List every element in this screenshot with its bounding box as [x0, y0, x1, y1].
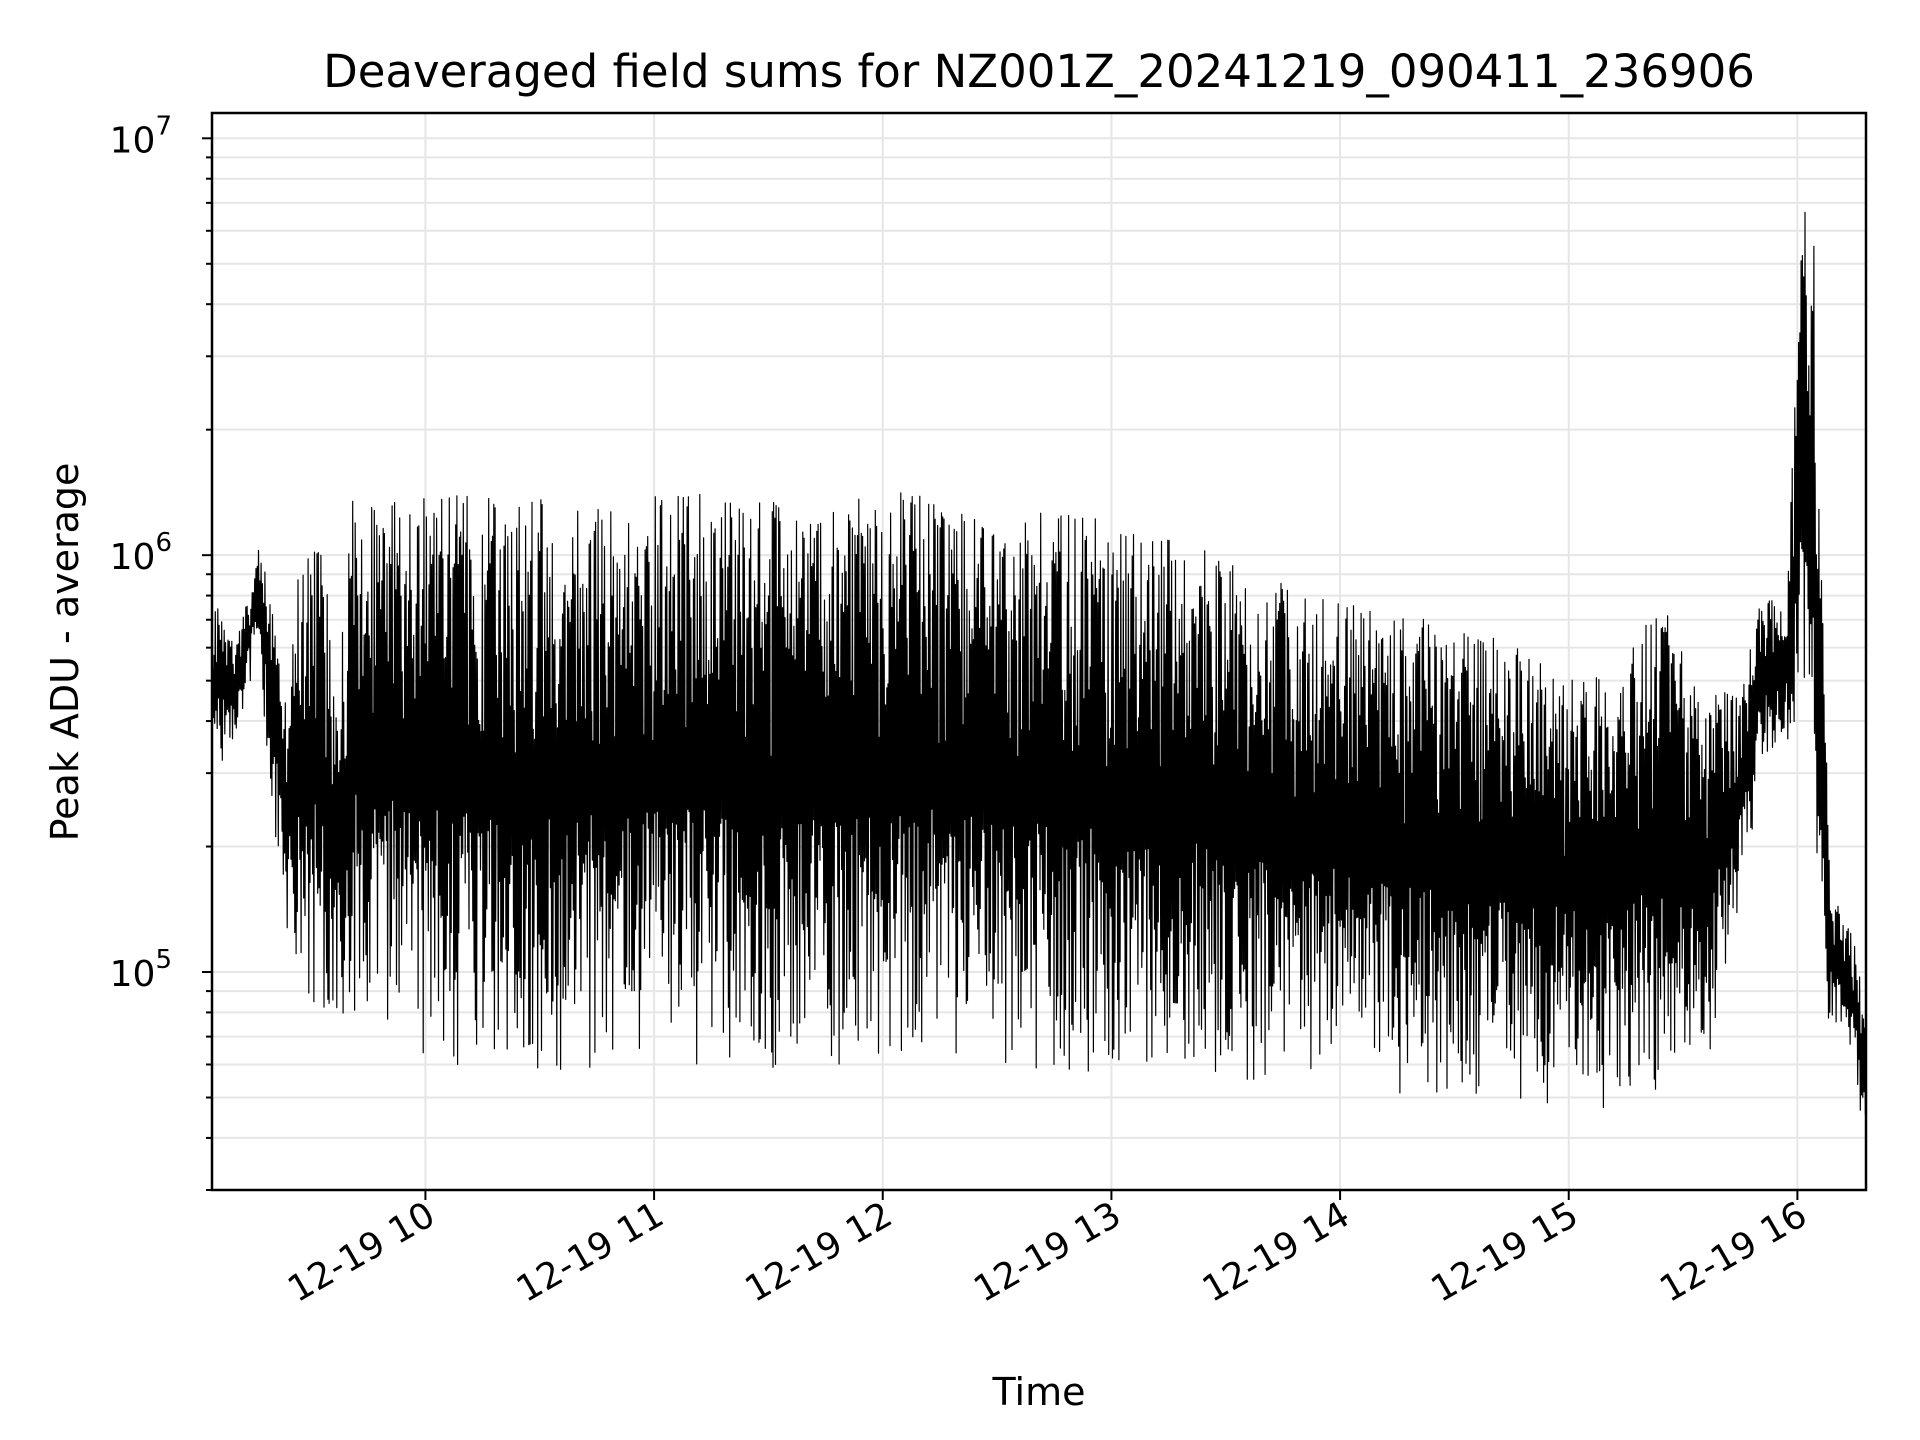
y-tick-label: 105 [110, 945, 172, 995]
y-axis-label: Peak ADU - average [43, 463, 87, 842]
plot-frame [210, 111, 1868, 1192]
y-tick-label: 107 [110, 111, 172, 161]
series-line [212, 211, 1866, 1116]
series-group [212, 211, 1866, 1116]
x-axis-label: Time [992, 1370, 1086, 1414]
y-tick-label: 106 [110, 528, 172, 578]
y-axis-ticks: 105 106 107 [110, 111, 212, 1191]
chart-title: Deaveraged field sums for NZ001Z_2024121… [323, 45, 1755, 98]
